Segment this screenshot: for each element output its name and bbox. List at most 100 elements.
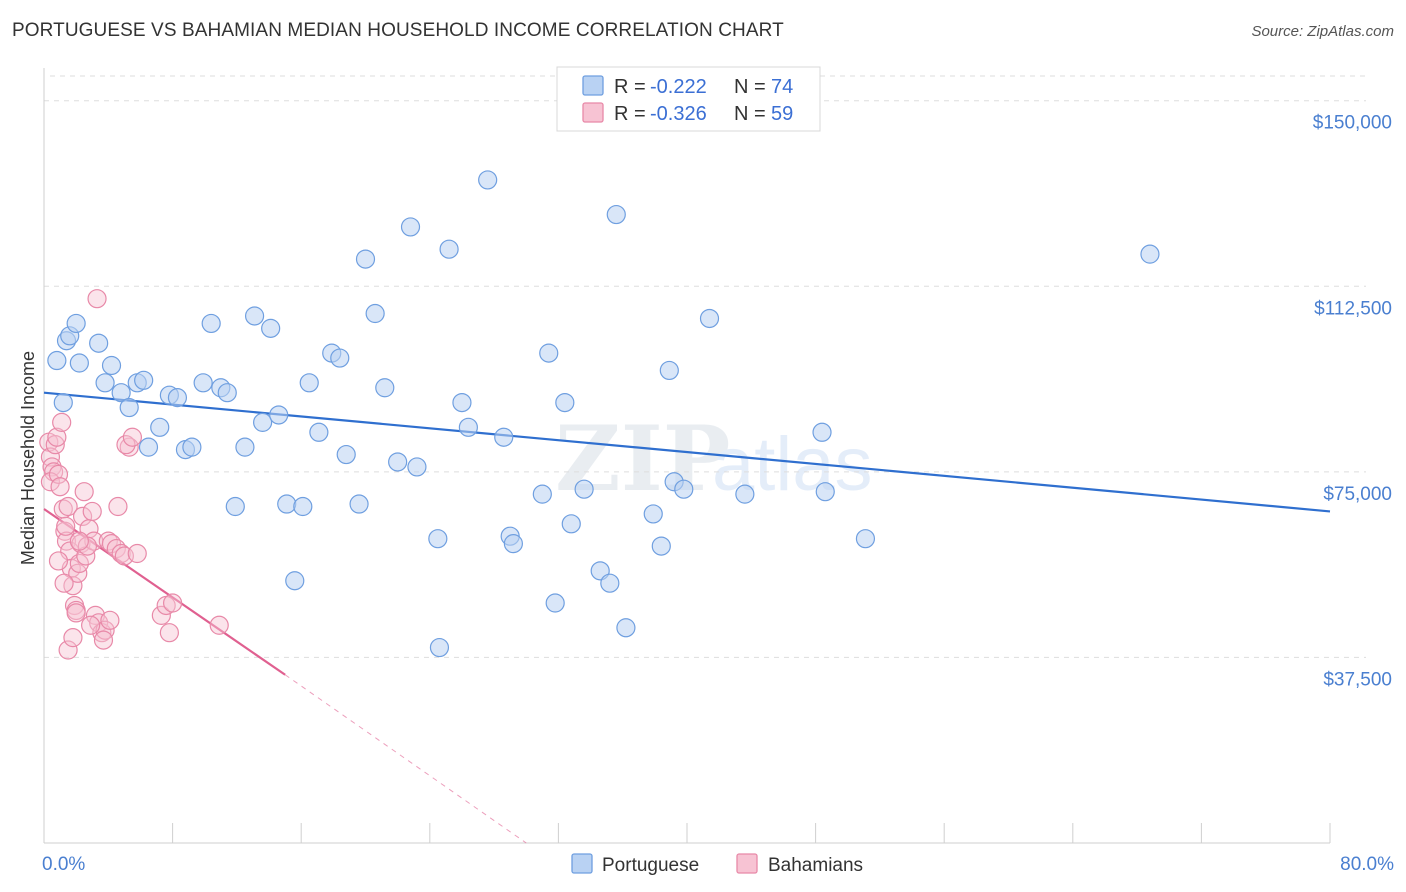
portuguese-point-7 [95, 373, 115, 393]
bahamians-point-22 [72, 506, 93, 527]
legend-portuguese-r-label: R = [614, 76, 651, 98]
bahamians-point-57 [127, 543, 147, 564]
bahamians-point-20 [69, 553, 89, 574]
portuguese-point-42 [400, 217, 421, 237]
portuguese-point-30 [285, 571, 305, 591]
y-tick-label-2: $112,500 [1314, 298, 1392, 319]
x-tick-label-1: 80.0% [1340, 854, 1394, 875]
portuguese-point-5 [69, 353, 89, 373]
bahamians-point-26 [82, 501, 102, 522]
bahamians-point-53 [63, 628, 83, 648]
y-axis-label: Median Household Income [18, 351, 38, 565]
chart-title: PORTUGUESE VS BAHAMIAN MEDIAN HOUSEHOLD … [12, 20, 784, 41]
portuguese-point-70 [815, 482, 835, 502]
bahamians-trend-line-extension [284, 674, 527, 844]
portuguese-point-46 [452, 392, 472, 413]
bahamians-point-45 [81, 615, 101, 635]
portuguese-point-4 [66, 313, 86, 334]
bottom-legend-swatch-portuguese [571, 853, 593, 874]
portuguese-point-55 [555, 392, 575, 413]
portuguese-point-14 [150, 417, 170, 437]
portuguese-point-48 [478, 170, 498, 190]
gridlines [44, 75, 1366, 658]
bahamians-point-56 [209, 615, 229, 635]
portuguese-point-57 [574, 479, 594, 499]
portuguese-point-52 [532, 484, 552, 504]
portuguese-point-45 [439, 239, 459, 259]
portuguese-point-73 [429, 637, 450, 658]
portuguese-point-19 [193, 373, 213, 393]
portuguese-point-43 [407, 457, 427, 477]
portuguese-point-31 [293, 496, 313, 517]
portuguese-point-72 [1140, 244, 1160, 264]
x-tick-label-0: 0.0% [42, 854, 85, 875]
bahamians-point-5 [45, 435, 65, 455]
portuguese-point-69 [812, 422, 832, 442]
portuguese-point-40 [375, 378, 395, 398]
bahamians-point-47 [54, 573, 74, 593]
legend-bahamians-r-value: -0.326 [650, 103, 707, 125]
bahamians-point-23 [74, 482, 94, 502]
portuguese-point-68 [735, 484, 755, 504]
bahamians-point-1 [40, 447, 61, 467]
portuguese-point-6 [89, 333, 109, 353]
bottom-legend-portuguese: Portuguese [602, 855, 699, 876]
legend-bahamians-r-label: R = [614, 103, 651, 125]
legend-swatch-portuguese [582, 75, 604, 96]
portuguese-point-33 [309, 422, 329, 442]
portuguese-trend-line [43, 391, 1331, 513]
portuguese-point-44 [428, 529, 448, 549]
portuguese-point-37 [349, 494, 369, 514]
portuguese-point-18 [182, 437, 202, 457]
y-tick-label-0: $37,500 [1323, 669, 1392, 690]
bahamians-point-51 [58, 640, 78, 660]
y-tick-label-1: $75,000 [1323, 484, 1392, 505]
portuguese-point-24 [235, 437, 255, 457]
bahamians-point-39 [122, 427, 143, 447]
bahamians-point-55 [93, 630, 114, 650]
bahamians-point-31 [95, 620, 115, 640]
bahamians-point-43 [163, 593, 183, 613]
portuguese-point-29 [277, 494, 297, 514]
portuguese-point-16 [167, 388, 188, 408]
portuguese-point-25 [244, 306, 265, 326]
portuguese-point-66 [674, 479, 694, 499]
bahamians-point-48 [56, 516, 76, 536]
y-tick-label-3: $150,000 [1313, 113, 1392, 134]
legend-portuguese-r-value: -0.222 [650, 76, 707, 98]
bahamians-point-7 [48, 464, 69, 484]
portuguese-point-53 [539, 343, 559, 363]
portuguese-point-12 [134, 370, 154, 390]
bottom-legend: Portuguese Bahamians [571, 853, 863, 876]
portuguese-point-28 [269, 405, 289, 425]
portuguese-point-26 [253, 412, 273, 432]
legend-portuguese-n-label: N = [734, 76, 771, 98]
portuguese-point-64 [659, 360, 679, 381]
portuguese-point-49 [494, 427, 514, 447]
portuguese-point-61 [616, 618, 636, 638]
portuguese-point-27 [261, 318, 281, 338]
bottom-legend-bahamians: Bahamians [768, 855, 863, 876]
bahamians-point-35 [111, 543, 131, 564]
portuguese-point-38 [355, 249, 376, 269]
portuguese-point-67 [699, 308, 720, 329]
portuguese-point-8 [101, 355, 122, 376]
portuguese-point-47 [458, 417, 478, 437]
portuguese-point-63 [651, 536, 671, 556]
bahamians-point-6 [47, 427, 67, 447]
bahamians-point-8 [50, 477, 70, 497]
legend-swatch-bahamians [582, 102, 604, 123]
portuguese-point-54 [545, 593, 565, 613]
bahamians-point-19 [68, 563, 88, 583]
bahamians-point-9 [52, 412, 72, 432]
bahamians-point-54 [48, 551, 69, 571]
portuguese-point-60 [600, 573, 620, 593]
portuguese-point-10 [119, 397, 139, 418]
portuguese-point-51 [503, 534, 523, 554]
legend-bahamians-n-label: N = [734, 103, 771, 125]
bahamians-point-58 [69, 531, 89, 551]
portuguese-point-22 [217, 383, 237, 403]
bahamians-point-32 [98, 531, 118, 551]
bahamians-point-50 [100, 610, 120, 630]
